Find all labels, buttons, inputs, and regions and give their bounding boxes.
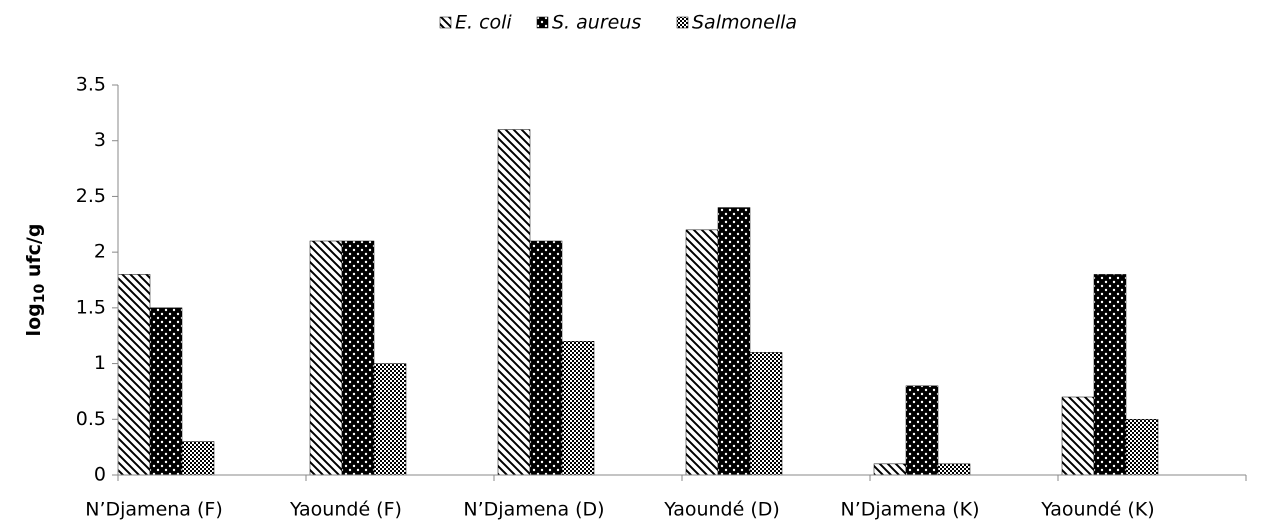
- x-tick-label: N’Djamena (F): [85, 499, 222, 521]
- x-tick-label: Yaoundé (F): [289, 499, 402, 521]
- legend-swatch: [536, 16, 549, 29]
- legend-label: Salmonella: [692, 12, 797, 34]
- legend-label: S. aureus: [552, 12, 641, 34]
- bar: [561, 341, 595, 476]
- bar: [1125, 419, 1159, 476]
- y-tick-label: 0: [94, 464, 106, 486]
- y-tick-label: 1.5: [76, 296, 106, 318]
- y-tick-label: 3: [94, 129, 106, 151]
- x-tick-label: Yaoundé (K): [1040, 499, 1154, 521]
- legend-swatch: [439, 16, 452, 29]
- bar: [149, 307, 183, 476]
- x-tick-label: Yaoundé (D): [663, 499, 780, 521]
- y-tick-label: 2: [94, 241, 106, 263]
- bar: [529, 240, 563, 476]
- bar: [181, 441, 215, 476]
- bar: [685, 229, 719, 476]
- bar: [749, 352, 783, 476]
- bar: [309, 240, 343, 476]
- legend-label: E. coli: [455, 12, 512, 34]
- bar: [117, 274, 151, 476]
- bar: [341, 240, 375, 476]
- x-tick-label: N’Djamena (D): [463, 499, 604, 521]
- y-tick-label: 0.5: [76, 408, 106, 430]
- bar: [497, 129, 531, 476]
- x-tick-label: N’Djamena (K): [840, 499, 979, 521]
- bar: [1093, 274, 1127, 476]
- bar: [873, 463, 907, 476]
- y-axis-label: log10 ufc/g: [23, 224, 49, 337]
- bar: [373, 363, 407, 476]
- bar: [937, 463, 971, 476]
- bar: [905, 385, 939, 476]
- bar: [717, 207, 751, 476]
- y-tick-label: 3.5: [76, 74, 106, 96]
- bar: [1061, 396, 1095, 476]
- legend-swatch: [676, 16, 689, 29]
- y-tick-label: 1: [94, 352, 106, 374]
- y-tick-label: 2.5: [76, 185, 106, 207]
